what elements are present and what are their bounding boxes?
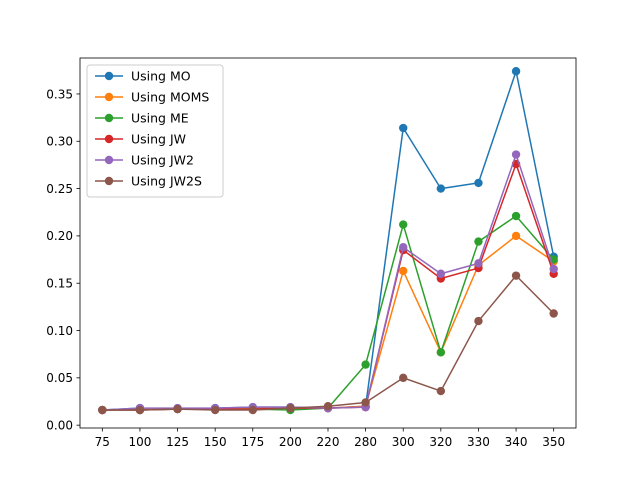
x-tick-label: 300: [392, 435, 415, 449]
data-point: [549, 309, 558, 318]
data-point: [399, 123, 408, 133]
legend-marker: [104, 155, 114, 165]
data-point: [511, 67, 521, 76]
data-point: [474, 316, 483, 326]
data-point: [399, 220, 408, 229]
y-tick-label: 0.05: [46, 371, 73, 385]
data-point: [436, 386, 446, 396]
legend-marker: [104, 113, 114, 123]
legend-marker: [104, 134, 114, 144]
data-point: [361, 398, 370, 407]
legend-label: Using MO: [131, 69, 191, 84]
x-tick-label: 175: [241, 435, 264, 449]
x-tick-label: 350: [542, 435, 565, 449]
y-tick-label: 0.15: [46, 277, 73, 291]
x-tick-label: 320: [429, 435, 452, 449]
series-6: [98, 271, 558, 415]
legend-label: Using ME: [131, 111, 189, 126]
y-tick-label: 0.10: [46, 324, 73, 338]
data-point: [98, 405, 107, 415]
data-point: [511, 150, 521, 159]
y-tick-label: 0.35: [46, 87, 73, 101]
legend-box: [86, 64, 224, 198]
x-tick-label: 100: [128, 435, 151, 449]
y-tick-label: 0.30: [46, 135, 73, 149]
x-tick-label: 280: [354, 435, 377, 449]
legend: Using MO Using MOMS Using ME Using JW Using …: [86, 64, 224, 198]
legend-entry: Using JW2: [95, 153, 194, 168]
x-tick-label: 150: [204, 435, 227, 449]
legend-entry: Using MOMS: [95, 90, 209, 105]
legend-label: Using JW2S: [131, 174, 202, 189]
legend-entry: Using JW: [95, 132, 186, 147]
data-point: [436, 269, 446, 278]
data-point: [286, 403, 295, 413]
data-point: [399, 243, 408, 252]
data-point: [399, 373, 408, 383]
data-point: [135, 405, 145, 415]
data-point: [361, 360, 370, 369]
legend-entry: Using MO: [95, 69, 191, 84]
data-point: [511, 211, 521, 221]
data-point: [173, 404, 182, 414]
x-tick-label: 125: [166, 435, 189, 449]
data-point: [549, 264, 558, 274]
legend-marker: [104, 92, 114, 102]
data-point: [399, 266, 408, 276]
data-point: [474, 237, 483, 246]
data-point: [436, 184, 446, 193]
data-point: [474, 259, 483, 268]
legend-label: Using MOMS: [131, 90, 209, 105]
legend-entry: Using ME: [95, 111, 189, 126]
data-point: [474, 178, 483, 188]
x-tick-label: 330: [467, 435, 490, 449]
data-point: [511, 271, 521, 280]
y-tick-label: 0.20: [46, 229, 73, 243]
legend-entry: Using JW2S: [95, 174, 202, 189]
data-point: [511, 231, 521, 241]
data-point: [436, 348, 446, 357]
axes-layer: 75 100 125 150 175 200 220 280 300 320 330 340 350 0.…: [46, 57, 577, 449]
y-tick-label: 0.25: [46, 182, 73, 196]
x-tick-label: 220: [317, 435, 340, 449]
data-point: [248, 405, 257, 415]
legend-label: Using JW: [131, 132, 186, 147]
legend-marker: [104, 71, 114, 81]
y-tick-label: 0.00: [46, 418, 73, 432]
series-layer: [98, 67, 558, 415]
x-tick-label: 340: [505, 435, 528, 449]
data-point: [210, 405, 220, 415]
legend-marker: [104, 176, 114, 186]
data-point: [323, 402, 333, 411]
x-tick-label: 75: [95, 435, 110, 449]
x-tick-label: 200: [279, 435, 302, 449]
legend-label: Using JW2: [131, 153, 194, 168]
